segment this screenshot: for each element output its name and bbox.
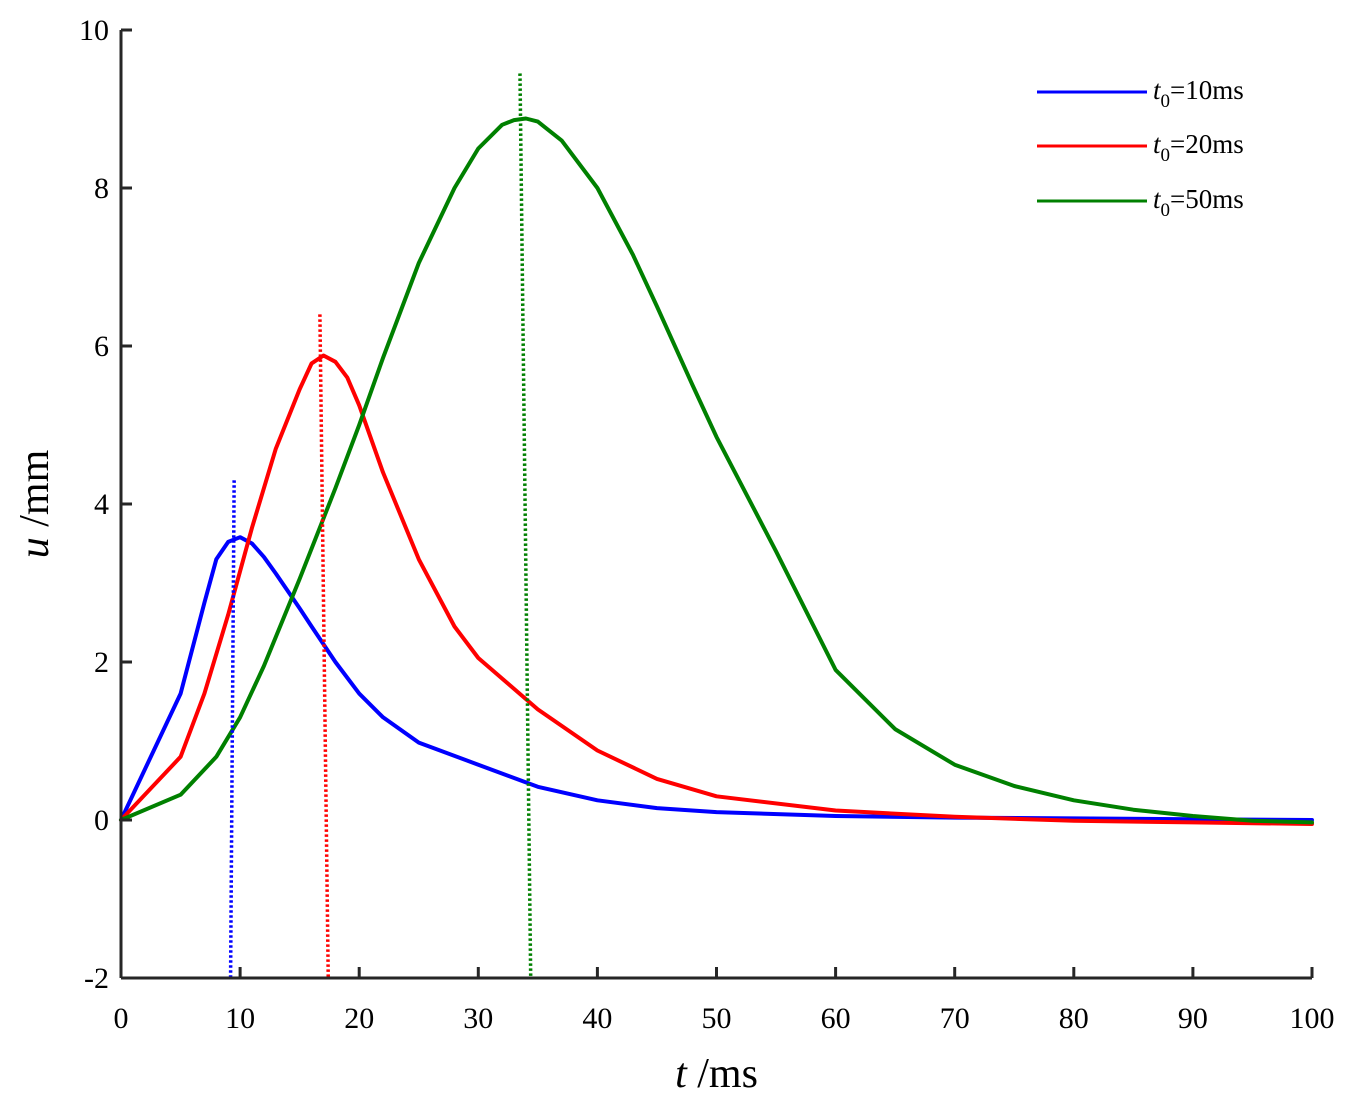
series-line-t0-50ms (119, 116, 1314, 825)
legend-label: t0=20ms (1153, 129, 1244, 166)
x-tick-label: 0 (114, 1002, 129, 1035)
y-axis-variable: u (12, 537, 58, 558)
y-tick-label: -2 (84, 962, 109, 995)
y-ticks: -2 0 2 4 6 8 10 (79, 14, 132, 995)
legend-entry-20ms: t0=20ms (1037, 129, 1244, 166)
y-tick-label: 0 (94, 804, 109, 837)
x-axis-variable: t (675, 1051, 688, 1097)
series-line-t0-20ms (119, 353, 1314, 826)
x-tick-label: 70 (940, 1002, 970, 1035)
peak-markers (228, 73, 533, 979)
x-tick-label: 80 (1059, 1002, 1089, 1035)
y-tick-label: 8 (94, 172, 109, 205)
y-tick-label: 10 (79, 14, 109, 47)
y-tick-label: 6 (94, 330, 109, 363)
x-axis-title: t /ms (675, 1051, 758, 1097)
legend: t0=10ms t0=20ms t0=50ms (1037, 75, 1244, 221)
x-tick-label: 40 (582, 1002, 612, 1035)
peak-marker-t0-20ms (318, 314, 330, 979)
y-axis-unit: /mm (12, 449, 58, 537)
y-axis-title: u /mm (12, 449, 58, 558)
x-axis-unit: /ms (687, 1051, 758, 1097)
y-tick-label: 2 (94, 646, 109, 679)
y-tick-label: 4 (94, 488, 109, 521)
x-tick-label: 10 (225, 1002, 255, 1035)
plot-lines (119, 116, 1314, 826)
series-line-t0-10ms (119, 535, 1314, 822)
x-ticks: 0 10 20 30 40 50 60 70 80 90 100 (114, 967, 1335, 1035)
x-tick-label: 20 (344, 1002, 374, 1035)
x-tick-label: 90 (1178, 1002, 1208, 1035)
x-tick-label: 50 (702, 1002, 732, 1035)
legend-entry-50ms: t0=50ms (1037, 184, 1244, 221)
x-tick-label: 100 (1290, 1002, 1335, 1035)
x-tick-label: 30 (463, 1002, 493, 1035)
legend-label: t0=50ms (1153, 184, 1244, 221)
x-tick-label: 60 (821, 1002, 851, 1035)
legend-label: t0=10ms (1153, 75, 1244, 112)
peak-marker-t0-50ms (518, 73, 533, 979)
legend-entry-10ms: t0=10ms (1037, 75, 1244, 112)
